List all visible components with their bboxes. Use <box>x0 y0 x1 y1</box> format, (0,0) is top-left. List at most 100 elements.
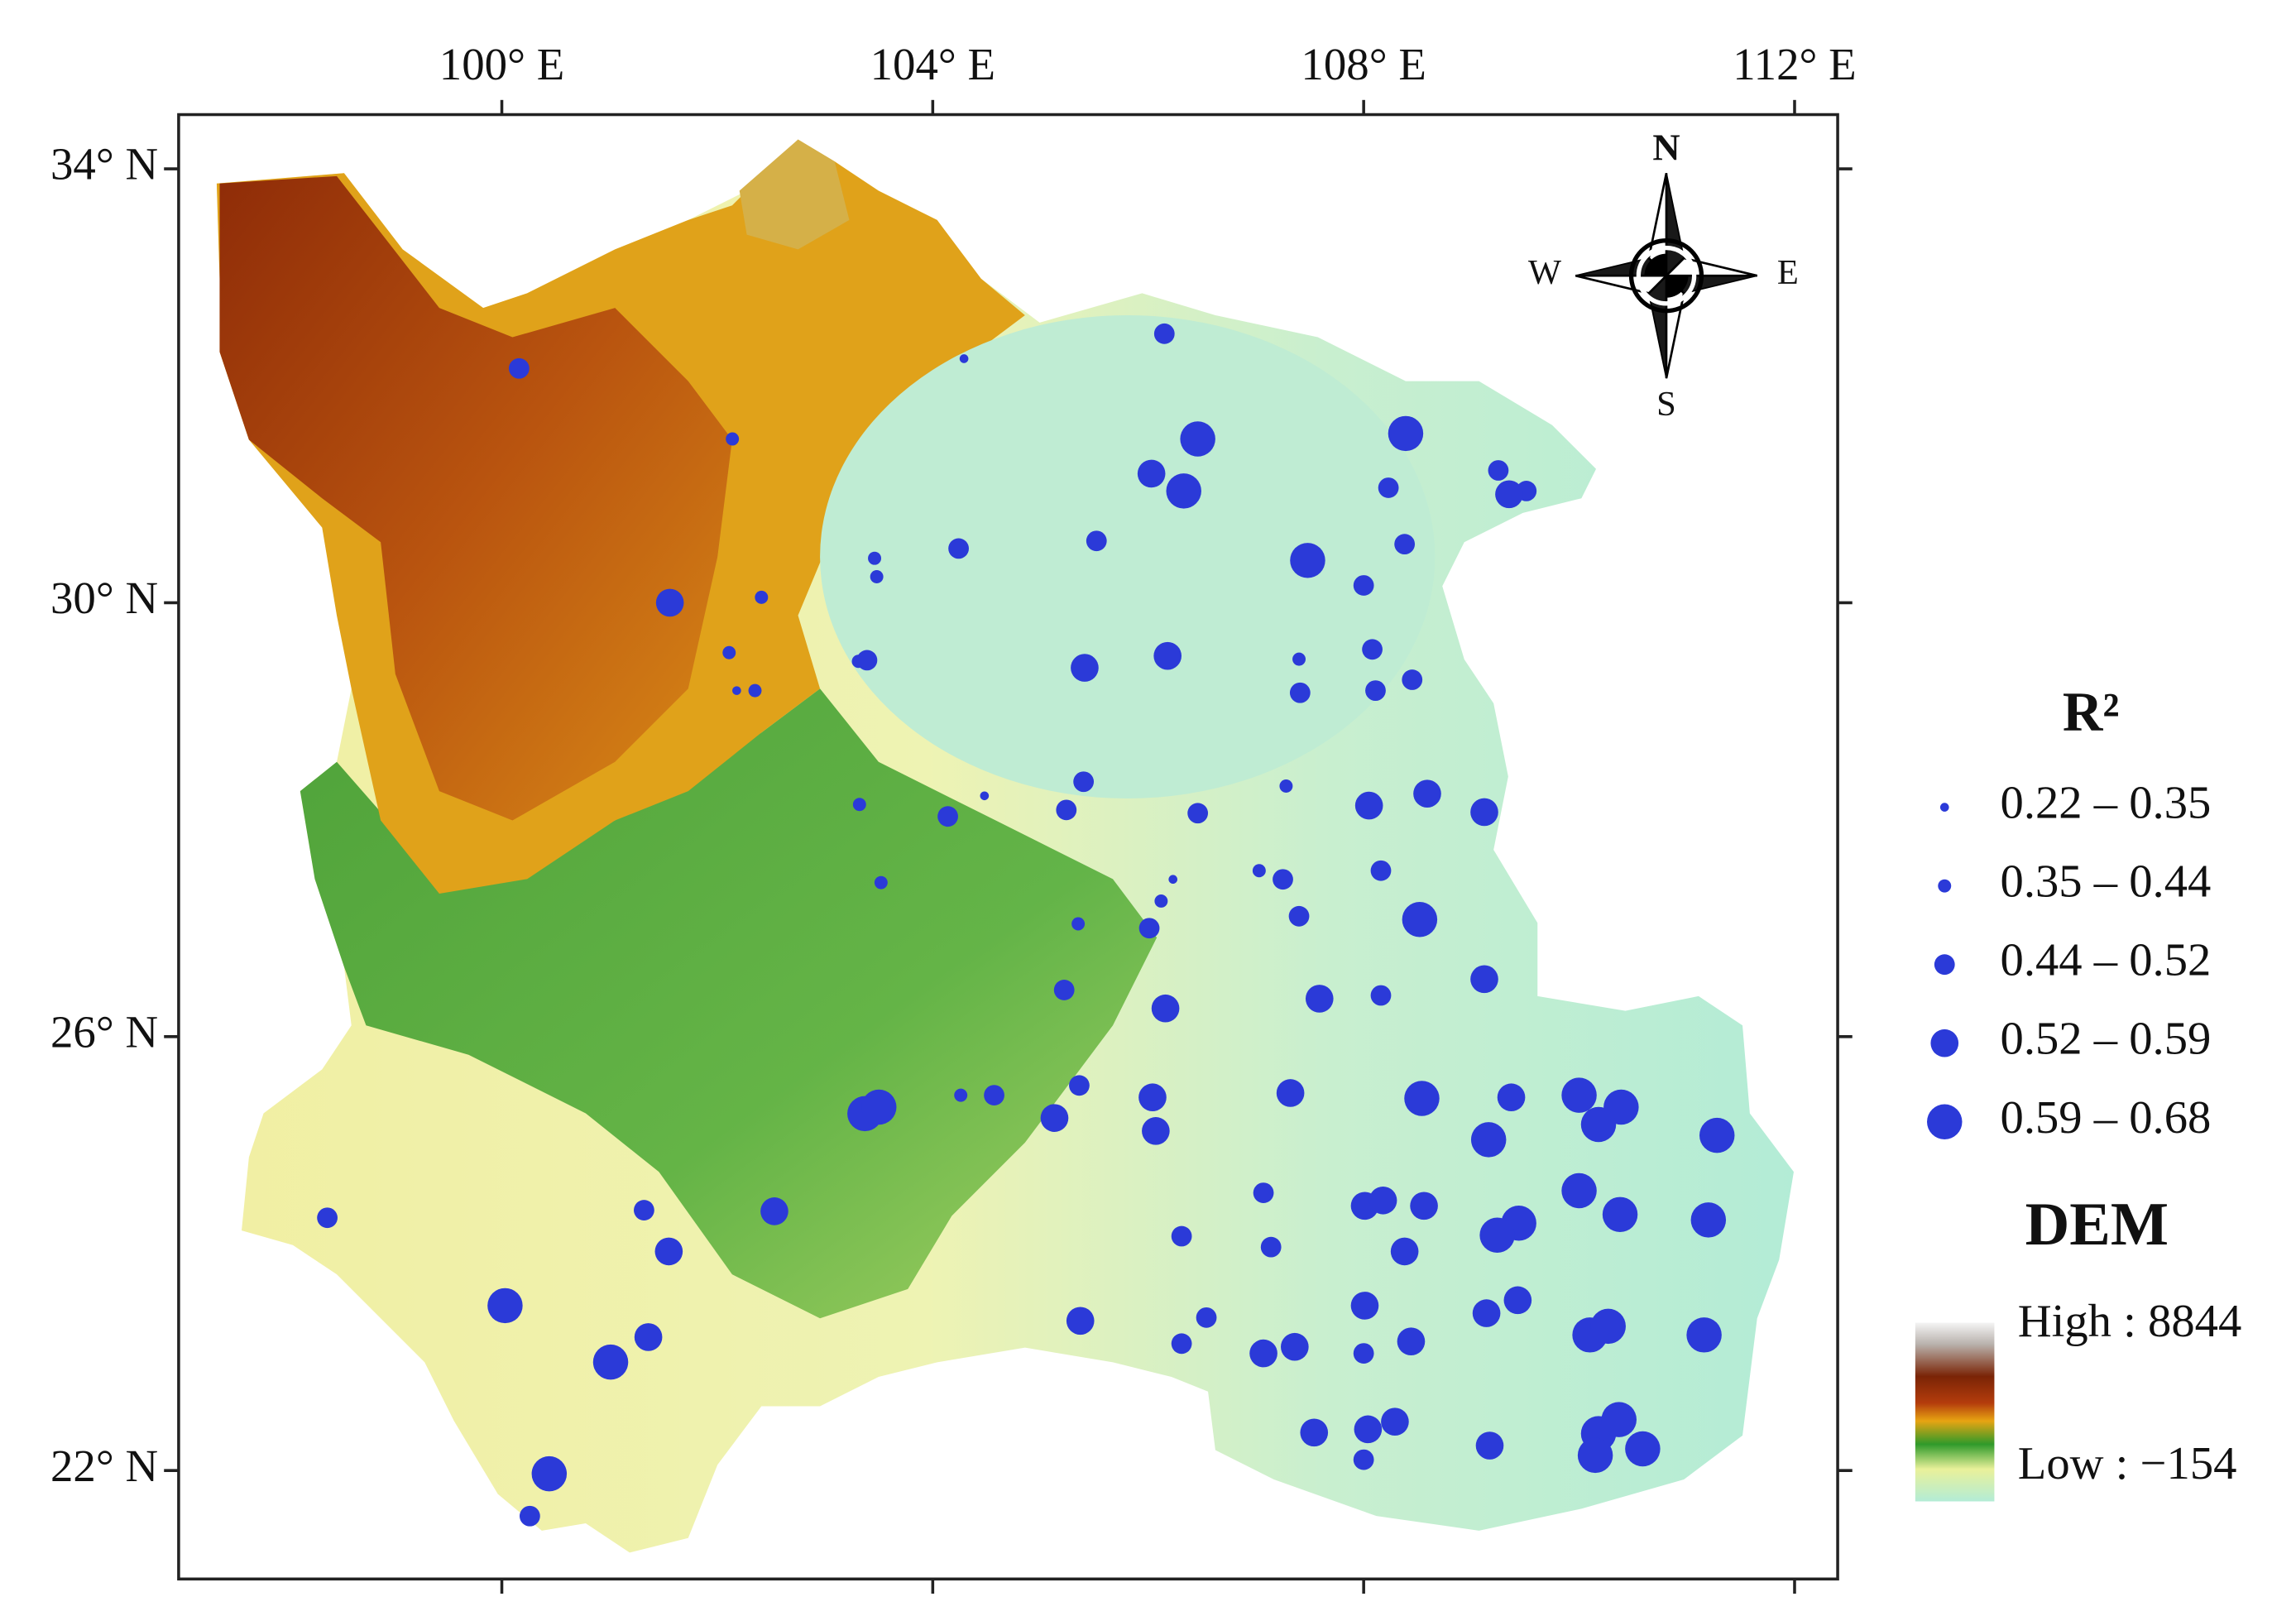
station-point <box>1365 680 1386 702</box>
station-point <box>1470 965 1498 994</box>
station-point <box>1288 905 1310 927</box>
station-point <box>1495 480 1523 509</box>
station-point <box>1470 1122 1507 1158</box>
station-point <box>1353 1343 1374 1364</box>
dem-low-label: Low : −154 <box>2018 1438 2237 1489</box>
station-point <box>1086 530 1107 552</box>
station-point <box>1699 1117 1735 1153</box>
legend-title: R² <box>2063 681 2120 743</box>
legend-label: 0.35 – 0.44 <box>2001 856 2212 908</box>
station-point <box>868 551 881 565</box>
y-tick-label: 22° N <box>50 1441 158 1491</box>
station-point <box>954 1088 968 1102</box>
dem-title: DEM <box>2025 1191 2169 1259</box>
station-point <box>1354 1415 1383 1444</box>
compass-w: W <box>1528 253 1561 292</box>
station-point <box>726 432 740 446</box>
station-point <box>1066 1307 1095 1335</box>
compass-ring-inner <box>1636 245 1697 306</box>
sichuan-basin <box>820 314 1436 798</box>
station-point <box>984 1085 1004 1105</box>
legend-marker <box>1938 879 1952 893</box>
station-point <box>1171 1225 1192 1247</box>
legend: R² DEM High : 8844 Low : −154 0.22 – 0.3… <box>1915 681 2241 1502</box>
station-point <box>1138 918 1160 939</box>
compass-n: N <box>1652 126 1680 168</box>
dem-color-ramp <box>1915 1322 1995 1502</box>
station-point <box>1390 1237 1419 1266</box>
station-point <box>1362 639 1383 660</box>
station-point <box>948 538 969 559</box>
station-point <box>1305 985 1334 1013</box>
station-point <box>1260 1236 1282 1258</box>
station-point <box>1625 1431 1661 1467</box>
map-frame <box>177 113 1839 1581</box>
station-point <box>1368 1186 1397 1215</box>
x-tick-label: 100° E <box>439 39 564 89</box>
station-point <box>634 1323 663 1351</box>
station-point <box>732 686 741 695</box>
station-point <box>1378 477 1399 498</box>
axes: 100° E 104° E 108° E 112° E 22° N 26° N 30° N 3… <box>50 39 1857 1594</box>
station-point <box>852 798 866 812</box>
station-point <box>1073 771 1095 793</box>
station-point <box>1602 1196 1638 1233</box>
x-tick-label: 112° E <box>1733 39 1856 89</box>
legend-marker <box>1930 1029 1959 1057</box>
station-point <box>980 791 990 801</box>
station-point <box>1488 460 1509 481</box>
compass-center <box>1644 253 1689 298</box>
legend-marker <box>1927 1104 1963 1139</box>
station-point <box>1053 980 1075 1000</box>
station-point <box>1354 791 1383 820</box>
station-point <box>1370 985 1392 1006</box>
station-point <box>1577 1437 1613 1474</box>
station-point <box>1503 1286 1532 1315</box>
station-point <box>1153 323 1175 344</box>
station-point <box>1196 1307 1217 1328</box>
y-tick-label: 26° N <box>50 1006 158 1057</box>
station-point <box>1394 534 1416 555</box>
station-point <box>1187 803 1209 824</box>
station-point <box>755 590 769 604</box>
station-point <box>1402 901 1438 937</box>
legend-marker <box>1939 803 1949 812</box>
station-point <box>1154 894 1168 908</box>
station-point <box>1290 543 1325 578</box>
station-point <box>1590 1308 1626 1345</box>
station-point <box>1350 1292 1379 1320</box>
station-point <box>1168 875 1178 885</box>
station-point <box>487 1288 523 1324</box>
legend-label: 0.52 – 0.59 <box>2001 1014 2212 1065</box>
station-point <box>1253 1182 1274 1203</box>
station-point <box>870 570 884 583</box>
station-point <box>1276 1079 1305 1107</box>
stations <box>317 323 1735 1527</box>
station-point <box>1381 1407 1409 1436</box>
station-point <box>1138 1083 1167 1112</box>
y-tick-label: 30° N <box>50 573 158 623</box>
station-point <box>1601 1402 1637 1437</box>
station-point <box>531 1455 568 1492</box>
station-point <box>519 1505 540 1527</box>
station-point <box>760 1197 789 1225</box>
legend-label: 0.59 – 0.68 <box>2001 1092 2212 1144</box>
station-point <box>1281 1332 1309 1361</box>
station-point <box>1413 779 1441 808</box>
station-point <box>1252 864 1266 878</box>
station-point <box>1470 798 1498 827</box>
x-tick-label: 108° E <box>1301 39 1426 89</box>
station-point <box>1249 1339 1277 1368</box>
compass-e: E <box>1777 253 1799 292</box>
station-point <box>1171 1333 1192 1355</box>
station-point <box>959 354 969 363</box>
station-point <box>592 1344 629 1380</box>
station-point <box>1180 421 1215 457</box>
station-point <box>1404 1081 1440 1116</box>
station-point <box>1137 459 1166 488</box>
station-point <box>861 1089 897 1125</box>
station-point <box>1279 779 1293 793</box>
station-point <box>1142 1117 1170 1145</box>
station-point <box>856 650 878 671</box>
